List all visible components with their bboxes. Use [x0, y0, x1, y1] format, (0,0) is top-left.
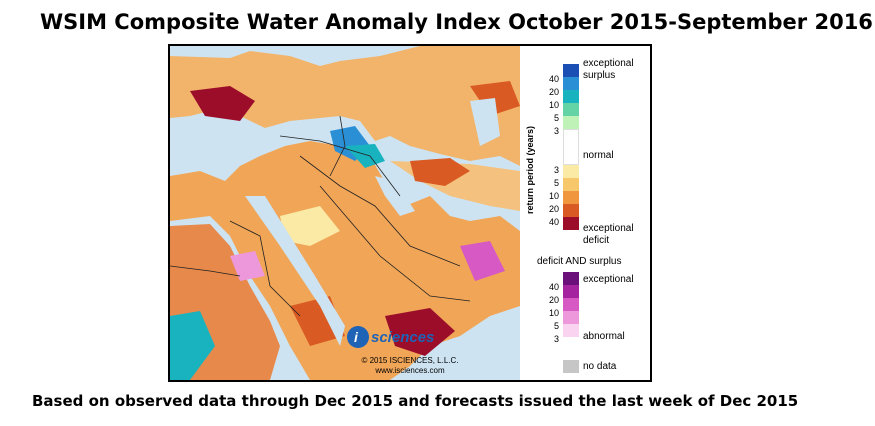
- surplus-label-1: exceptional: [583, 58, 634, 69]
- deficit-yemen: [385, 308, 455, 356]
- normal-label: normal: [583, 150, 614, 161]
- caspian-sea: [470, 98, 500, 146]
- persian-gulf: [375, 176, 415, 216]
- mediterranean-sea: [175, 134, 270, 158]
- copyright-text: © 2015 ISCIENCES, L.L.C.: [361, 356, 458, 365]
- surplus-africa: [170, 311, 215, 380]
- legend-swatch-nodata: [563, 360, 579, 373]
- tick-deficit-40: 40: [548, 217, 559, 227]
- normal-central-arabia: [280, 206, 340, 246]
- legend-swatch-surplus-10: [563, 90, 579, 103]
- tick-both-3: 3: [553, 334, 559, 344]
- anomaly-map: i sciences © 2015 ISCIENCES, L.L.C. www.…: [170, 46, 520, 380]
- tick-surplus-10: 10: [548, 100, 559, 110]
- legend-swatch-deficit-3: [563, 165, 579, 178]
- tick-deficit-10: 10: [548, 191, 559, 201]
- deficit-iran: [410, 158, 470, 186]
- tick-surplus-3: 3: [553, 126, 559, 136]
- legend-swatch-surplus-40: [563, 64, 579, 77]
- both-top-label: exceptional: [583, 274, 634, 285]
- logo-letter: i: [354, 329, 359, 345]
- website-text: www.isciences.com: [374, 366, 445, 375]
- tick-surplus-5: 5: [553, 113, 559, 123]
- tick-deficit-5: 5: [553, 178, 559, 188]
- isciences-logo-icon: [347, 326, 369, 348]
- deficit-label-1: exceptional: [583, 223, 634, 234]
- deficit-label-2: deficit: [583, 235, 610, 246]
- legend-swatch-both-20: [563, 285, 579, 298]
- land-north: [170, 46, 520, 166]
- legend-swatch-deficit-10: [563, 191, 579, 204]
- legend-swatch-surplus-5: [563, 103, 579, 116]
- tick-deficit-20: 20: [548, 204, 559, 214]
- red-sea: [245, 196, 345, 346]
- deficit-turkey: [190, 86, 255, 121]
- arabian-sea: [420, 326, 520, 380]
- legend-swatch-surplus-3: [563, 116, 579, 129]
- tick-surplus-20: 20: [548, 87, 559, 97]
- tick-both-20: 20: [548, 295, 559, 305]
- both-bottom-label: abnormal: [583, 331, 625, 342]
- legend-swatch-both-40: [563, 272, 579, 285]
- tick-both-40: 40: [548, 282, 559, 292]
- both-title: deficit AND surplus: [537, 256, 622, 267]
- legend-swatch-deficit-20: [563, 204, 579, 217]
- legend-swatch-both-10: [563, 298, 579, 311]
- both-west: [230, 251, 265, 281]
- legend-swatch-deficit-40: [563, 217, 579, 230]
- tick-both-10: 10: [548, 308, 559, 318]
- both-oman: [460, 241, 505, 281]
- legend-swatch-both-3: [563, 324, 579, 337]
- legend-axis-label: return period (years): [525, 125, 535, 214]
- logo-text: sciences: [371, 329, 434, 346]
- tick-surplus-40: 40: [548, 74, 559, 84]
- legend-swatch-deficit-5: [563, 178, 579, 191]
- legend-swatch-normal: [563, 129, 579, 165]
- tick-both-5: 5: [553, 321, 559, 331]
- legend: return period (years) exceptional surplu…: [525, 46, 650, 380]
- map-svg: i sciences © 2015 ISCIENCES, L.L.C. www.…: [170, 46, 520, 380]
- legend-swatch-both-5: [563, 311, 579, 324]
- legend-swatch-surplus-20: [563, 77, 579, 90]
- page-title: WSIM Composite Water Anomaly Index Octob…: [40, 10, 873, 34]
- footer-note: Based on observed data through Dec 2015 …: [32, 392, 799, 410]
- country-borders: [170, 115, 471, 317]
- surplus-label-2: surplus: [583, 70, 616, 81]
- tick-deficit-3: 3: [553, 165, 559, 175]
- nodata-label: no data: [583, 361, 617, 372]
